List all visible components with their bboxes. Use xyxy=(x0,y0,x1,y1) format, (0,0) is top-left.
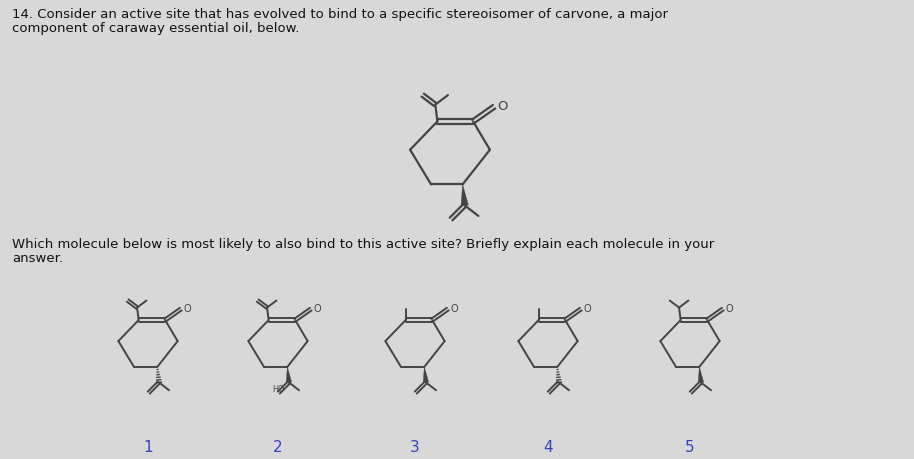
Text: 5: 5 xyxy=(686,441,695,455)
Text: O: O xyxy=(583,304,590,314)
Polygon shape xyxy=(698,367,704,383)
Text: component of caraway essential oil, below.: component of caraway essential oil, belo… xyxy=(12,22,300,35)
Text: O: O xyxy=(725,304,733,314)
Text: O: O xyxy=(183,304,191,314)
Text: answer.: answer. xyxy=(12,252,63,265)
Text: HO: HO xyxy=(272,385,285,394)
Text: Which molecule below is most likely to also bind to this active site? Briefly ex: Which molecule below is most likely to a… xyxy=(12,238,714,251)
Text: 4: 4 xyxy=(543,441,553,455)
Text: 3: 3 xyxy=(410,441,420,455)
Text: 1: 1 xyxy=(143,441,153,455)
Text: 2: 2 xyxy=(273,441,282,455)
Polygon shape xyxy=(423,367,429,383)
Text: O: O xyxy=(450,304,458,314)
Text: O: O xyxy=(314,304,321,314)
Text: 14. Consider an active site that has evolved to bind to a specific stereoisomer : 14. Consider an active site that has evo… xyxy=(12,8,668,21)
Text: O: O xyxy=(497,100,507,113)
Polygon shape xyxy=(461,185,468,206)
Polygon shape xyxy=(286,367,292,383)
